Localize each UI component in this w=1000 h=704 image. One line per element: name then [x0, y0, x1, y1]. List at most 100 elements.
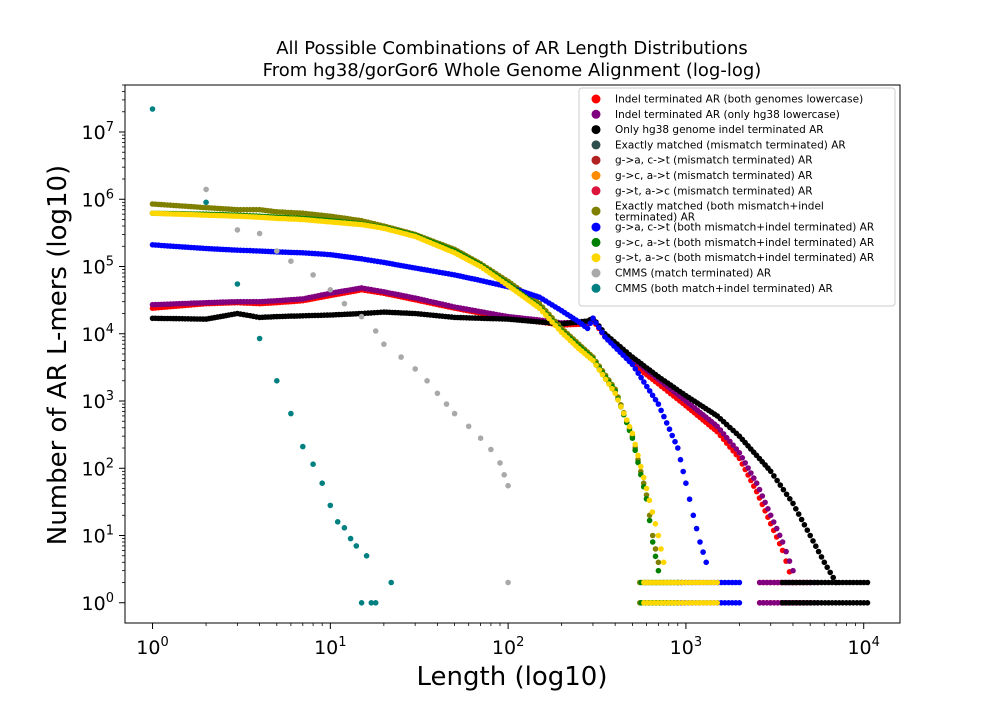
data-point [347, 535, 354, 542]
data-point [584, 325, 591, 332]
data-point [714, 579, 720, 586]
data-point [652, 553, 659, 560]
data-point [795, 511, 802, 517]
legend-label: g->c, a->t (both mismatch+indel terminat… [615, 237, 874, 249]
legend-marker [591, 155, 601, 165]
data-point [700, 549, 706, 555]
legend-item-cmms-match-terminated-ar: CMMS (match terminated) AR [591, 268, 771, 280]
data-point [661, 413, 667, 420]
data-point [824, 564, 830, 571]
data-point [629, 430, 636, 437]
data-point [621, 410, 627, 417]
data-point [424, 378, 430, 384]
legend-item-g-t-a-c-both-mismatch-indel-terminated-ar: g->t, a->c (both mismatch+indel terminat… [591, 252, 874, 264]
data-point [776, 532, 783, 539]
data-point [790, 567, 796, 574]
legend-item-exactly-matched-both-mismatch-indel-terminated-ar: Exactly matched (both mismatch+indel term… [591, 201, 824, 224]
data-point [599, 371, 606, 378]
data-point [593, 320, 599, 326]
data-point [388, 579, 395, 586]
legend-label: g->a, c->t (both mismatch+indel terminat… [615, 222, 874, 234]
data-point [288, 258, 294, 265]
legend-label: CMMS (match terminated) AR [615, 268, 771, 280]
data-point [310, 461, 316, 468]
data-point [786, 558, 793, 564]
data-point [736, 450, 743, 456]
legend-marker [591, 140, 601, 150]
data-point [501, 472, 508, 478]
data-point [638, 374, 644, 381]
data-point [372, 600, 379, 606]
data-point [783, 548, 789, 555]
data-point [652, 396, 659, 403]
data-point [599, 329, 605, 336]
data-point [790, 500, 796, 507]
data-point [686, 496, 693, 503]
legend-marker [591, 253, 601, 263]
data-point [736, 600, 743, 606]
data-point [780, 486, 787, 493]
data-point [649, 509, 656, 515]
data-point [398, 354, 404, 360]
data-point [815, 548, 822, 555]
data-point [602, 376, 609, 383]
data-point [730, 442, 736, 449]
data-point [327, 287, 334, 293]
data-point [149, 106, 156, 112]
x-tick-label: 103 [670, 635, 702, 659]
data-point [635, 370, 641, 377]
legend-item-cmms-both-match-indel-terminated-ar: CMMS (both match+indel terminated) AR [591, 283, 833, 295]
legend-item-g-a-c-t-both-mismatch-indel-terminated-ar: g->a, c->t (both mismatch+indel terminat… [591, 222, 874, 234]
legend-label: CMMS (both match+indel terminated) AR [615, 283, 833, 295]
data-point [669, 432, 675, 439]
data-point [274, 378, 280, 384]
data-point [505, 579, 511, 586]
legend-marker [591, 186, 601, 196]
data-point [864, 579, 871, 586]
data-point [640, 474, 647, 481]
data-point [765, 506, 771, 512]
data-point [723, 434, 730, 441]
data-point [810, 538, 816, 544]
data-point [256, 335, 263, 342]
data-point [649, 392, 656, 399]
y-tick-label: 106 [82, 187, 114, 211]
data-point [652, 546, 659, 552]
legend-item-g-t-a-c-mismatch-terminated-ar: g->t, a->c (mismatch terminated) AR [591, 185, 813, 197]
data-point [649, 539, 656, 545]
data-point [465, 423, 472, 430]
legend-label: g->t, a->c (mismatch terminated) AR [615, 185, 813, 197]
data-point [672, 438, 678, 445]
data-point [635, 452, 641, 459]
data-point [641, 379, 647, 385]
legend-marker [591, 268, 601, 278]
data-point [787, 496, 793, 502]
data-point [234, 281, 241, 287]
data-point [358, 600, 365, 606]
data-point [609, 385, 615, 392]
data-points [149, 106, 871, 606]
legend-marker [591, 222, 601, 232]
data-point [288, 410, 294, 417]
y-axis-ticks: 100 101 102 103 104 105 106 107 [82, 84, 125, 615]
data-point [756, 486, 763, 493]
y-tick-label: 105 [82, 255, 114, 279]
data-point [381, 341, 387, 348]
data-point [644, 383, 650, 390]
y-tick-label: 107 [82, 120, 114, 144]
data-point [203, 186, 209, 193]
data-point [693, 525, 700, 532]
data-point [767, 512, 774, 519]
legend-item-g-a-c-t-mismatch-terminated-ar: g->a, c->t (mismatch terminated) AR [591, 155, 813, 167]
data-point [341, 300, 348, 307]
legend-item-only-hg38-genome-indel-terminated-ar: Only hg38 genome indel terminated AR [591, 124, 824, 136]
data-point [864, 600, 871, 606]
data-point [632, 441, 638, 448]
data-point [623, 417, 630, 423]
data-point [593, 362, 599, 369]
legend-marker [591, 125, 601, 135]
data-point [807, 532, 813, 539]
data-point [646, 497, 653, 504]
legend-marker [591, 283, 601, 293]
data-point [341, 525, 348, 531]
